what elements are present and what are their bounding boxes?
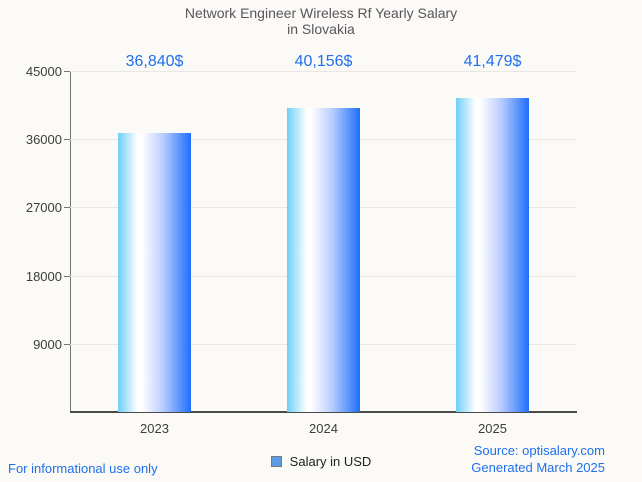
value-label-2025: 41,479$ — [463, 53, 522, 70]
chart-title-line2: in Slovakia — [287, 20, 355, 37]
bar-2024 — [287, 107, 360, 412]
y-tick-label: 45000 — [25, 64, 62, 79]
x-category-label-2023: 2023 — [140, 421, 169, 436]
source-link[interactable]: Source: optisalary.com — [473, 443, 605, 458]
y-tick-label: 9000 — [33, 336, 62, 352]
legend: Salary in USD — [0, 454, 642, 469]
disclaimer-text: For informational use only — [8, 461, 158, 476]
gridline — [70, 71, 577, 72]
x-category-label-2024: 2024 — [309, 421, 338, 436]
chart-title-line1: Network Engineer Wireless Rf Yearly Sala… — [184, 5, 458, 21]
y-tick-mark — [64, 343, 70, 345]
value-label-2023: 36,840$ — [125, 53, 184, 70]
legend-label: Salary in USD — [289, 454, 372, 469]
x-axis-line — [70, 411, 577, 413]
y-tick-mark — [64, 207, 70, 209]
value-label-2024: 40,156$ — [294, 53, 353, 70]
y-tick-mark — [64, 71, 70, 72]
legend-swatch-icon — [270, 456, 282, 467]
y-tick-label: 36000 — [25, 132, 62, 148]
source-block: Source: optisalary.com Generated March 2… — [471, 442, 605, 476]
y-tick-label: 18000 — [25, 268, 62, 284]
plot-area — [64, 71, 577, 413]
y-tick-label: 27000 — [25, 200, 62, 216]
bar-2025 — [456, 97, 529, 412]
generated-date: Generated March 2025 — [471, 460, 605, 475]
y-tick-mark — [64, 139, 70, 141]
x-category-label-2025: 2025 — [478, 421, 507, 436]
chart-title: Network Engineer Wireless Rf Yearly Sala… — [0, 5, 642, 37]
bar-2023 — [118, 132, 191, 412]
y-axis-line — [70, 71, 71, 412]
y-tick-mark — [64, 275, 70, 277]
